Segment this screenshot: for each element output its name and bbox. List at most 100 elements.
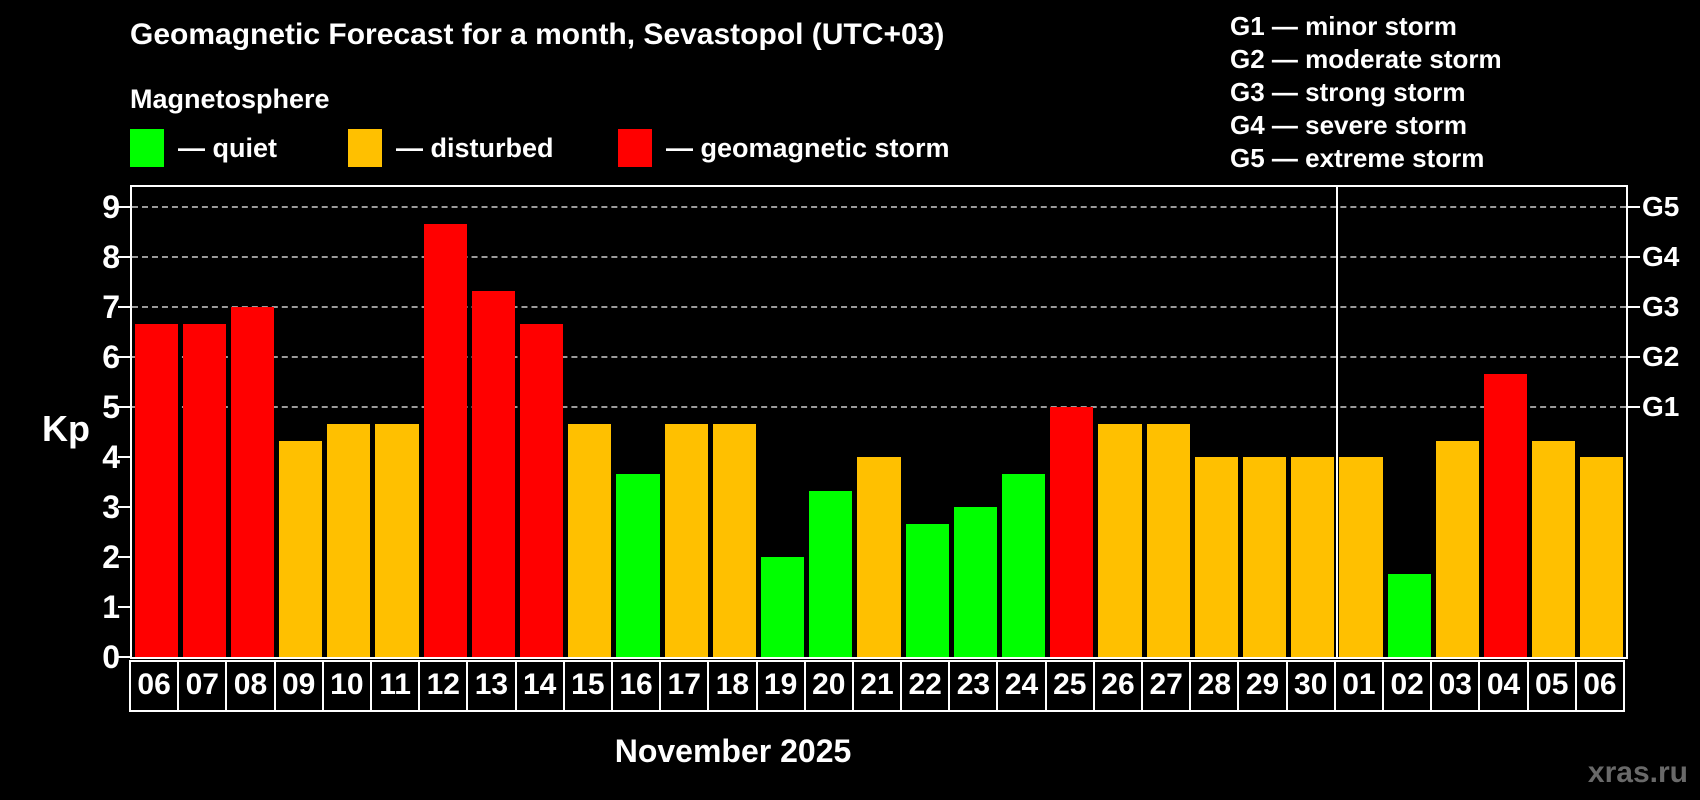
legend-item-quiet: — quiet [130,128,277,168]
y-tick-8 [118,256,130,258]
y-tick-label-3: 3 [102,489,120,525]
bar-day-13 [471,290,516,657]
bar-day-21 [857,457,901,657]
right-axis-labels: G1 G2 G3 G4 G5 [1642,187,1700,657]
bar-day-26 [1098,423,1142,657]
bar-day-15 [568,423,612,657]
day-label-20: 26 [1092,660,1144,712]
day-label-19: 25 [1044,660,1095,712]
day-label-11: 17 [659,660,710,712]
bar-day-11 [375,423,419,657]
g-label-G2: G2 [1642,341,1680,372]
x-axis-title: November 2025 [614,733,852,769]
y-axis-tick-labels: 0 1 2 3 4 5 6 7 8 9 [38,187,120,673]
day-label-22: 28 [1189,660,1240,712]
bar-day-04 [1483,373,1528,657]
bar-day-29 [1242,457,1287,657]
bar-day-02 [1387,573,1431,657]
bar-day-22 [905,523,949,657]
plot-area [118,185,1640,659]
chart-title: Geomagnetic Forecast for a month, Sevast… [130,18,945,51]
legend-swatch-disturbed-icon [348,129,382,167]
y-tick-label-2: 2 [102,539,120,575]
bar-day-06 [134,323,178,657]
bar-day-06 [1580,457,1624,657]
day-label-3: 09 [273,660,324,712]
y-tick-label-7: 7 [102,289,120,325]
day-label-15: 21 [851,660,903,712]
day-label-16: 22 [900,660,951,712]
legend-item-storm: — geomagnetic storm [618,128,950,168]
day-label-9: 15 [562,660,613,712]
y-tick-9 [118,206,130,208]
y-tick-0 [118,656,130,658]
watermark: xras.ru [1587,756,1688,789]
y-tick-3 [118,506,130,508]
y-tick-7 [118,306,130,308]
gridline-kp-5 [132,406,1626,408]
bar-day-18 [712,423,756,657]
day-label-30: 06 [1574,660,1625,712]
bar-day-03 [1435,440,1479,657]
day-label-4: 10 [321,660,372,712]
g-scale-legend: G1 — minor storm G2 — moderate storm G3 — … [1230,10,1502,175]
bar-day-28 [1194,457,1238,657]
legend-swatch-storm-icon [618,129,652,167]
day-label-29: 05 [1526,660,1577,712]
gridline-kp-8 [132,256,1626,258]
bar-day-17 [664,423,708,657]
bar-day-09 [279,440,323,657]
chart-subtitle: Magnetosphere [130,84,330,114]
bar-day-25 [1050,407,1094,657]
bar-day-01 [1339,457,1383,657]
day-label-8: 14 [514,660,565,712]
g-legend-line-4: G4 — severe storm [1230,110,1468,140]
y-tick-label-6: 6 [102,339,120,375]
y-tick-1 [118,606,130,608]
day-label-23: 29 [1237,660,1288,712]
status-legend: — quiet — disturbed — geomagnetic storm [130,128,1170,168]
day-label-21: 27 [1141,660,1192,712]
y-tick-label-1: 1 [102,589,120,625]
y-tick-label-9: 9 [102,189,120,225]
day-label-24: 30 [1285,660,1336,712]
legend-label-quiet: — quiet [178,132,277,163]
y-tick-label-8: 8 [102,239,120,275]
bar-day-20 [809,490,853,657]
bar-day-27 [1146,423,1190,657]
g-tick-G4 [1628,256,1640,258]
bar-day-24 [1001,473,1046,657]
gridline-kp-7 [132,306,1626,308]
bar-day-16 [616,473,660,657]
day-label-7: 13 [466,660,517,712]
legend-label-storm: — geomagnetic storm [666,132,950,163]
day-label-12: 18 [707,660,758,712]
day-label-14: 20 [803,660,854,712]
day-label-28: 04 [1478,660,1529,712]
g-legend-line-5: G5 — extreme storm [1230,143,1485,173]
legend-swatch-quiet-icon [130,129,164,167]
bar-day-08 [230,307,275,657]
g-tick-G1 [1628,406,1640,408]
g-legend-line-2: G2 — moderate storm [1230,44,1502,74]
legend-label-disturbed: — disturbed [396,132,554,163]
day-label-18: 24 [996,660,1047,712]
month-separator [1335,187,1338,657]
g-label-G3: G3 [1642,291,1680,322]
day-label-13: 19 [755,660,806,712]
bar-day-19 [761,557,805,657]
day-label-1: 07 [177,660,228,712]
y-tick-2 [118,556,130,558]
day-label-26: 02 [1382,660,1433,712]
day-label-0: 06 [129,660,180,712]
g-legend-line-3: G3 — strong storm [1230,77,1466,107]
day-label-17: 23 [948,660,999,712]
g-legend-line-1: G1 — minor storm [1230,11,1457,41]
bar-day-07 [182,323,226,657]
bar-day-10 [327,423,371,657]
y-axis-title: Kp [42,408,90,449]
y-tick-label-4: 4 [102,439,120,475]
y-tick-6 [118,356,130,358]
gridline-kp-9 [132,206,1626,208]
bar-day-30 [1291,457,1335,657]
